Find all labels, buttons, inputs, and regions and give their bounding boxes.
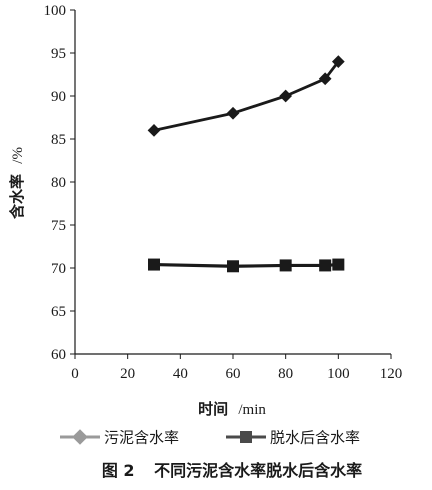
y-tick-label: 75	[51, 218, 66, 234]
y-tick-label: 80	[51, 175, 66, 191]
x-axis-title: 时间 /min	[198, 400, 266, 418]
data-point-square	[332, 258, 345, 271]
y-tick-label: 100	[44, 3, 67, 19]
x-axis-unit: /min	[238, 402, 266, 418]
y-axis-label: 含水率	[8, 174, 26, 219]
x-tick-label: 20	[120, 366, 135, 382]
figure-number: 图 2	[102, 461, 135, 480]
y-axis-unit: /%	[10, 147, 26, 164]
data-point-square	[227, 260, 239, 273]
data-point-diamond	[318, 72, 332, 86]
x-tick-label: 40	[173, 366, 188, 382]
data-point-square	[319, 259, 332, 272]
data-point-square	[279, 259, 292, 272]
series-layer	[147, 55, 345, 273]
chart-legend: 污泥含水率 脱水后含水率	[60, 429, 360, 447]
legend-label-dewatered-moisture: 脱水后含水率	[270, 429, 360, 447]
data-point-diamond	[226, 106, 240, 120]
x-tick-label: 100	[327, 366, 350, 382]
series-dewatered-moisture	[148, 258, 345, 273]
legend-square-icon	[240, 431, 252, 443]
legend-diamond-icon	[72, 429, 88, 445]
series-line	[153, 262, 339, 268]
x-tick-label: 60	[226, 366, 241, 382]
y-tick-label: 65	[51, 304, 66, 320]
y-tick-label: 70	[51, 261, 66, 277]
x-tick-label: 80	[278, 366, 293, 382]
figure-caption: 图 2 不同污泥含水率脱水后含水率	[102, 461, 362, 480]
legend-item-sludge-moisture: 污泥含水率	[60, 429, 179, 447]
legend-item-dewatered-moisture: 脱水后含水率	[226, 429, 360, 447]
y-axis-ticks: 60 65 70 75 80 85 90 95 100	[44, 3, 75, 363]
data-point-diamond	[279, 89, 293, 103]
x-tick-label: 120	[380, 366, 403, 382]
x-axis-label: 时间	[198, 400, 228, 418]
y-axis-title: 含水率 /%	[8, 147, 26, 219]
figure-caption-text: 不同污泥含水率脱水后含水率	[154, 461, 362, 480]
x-axis-ticks: 0 20 40 60 80 100 120	[71, 354, 402, 382]
series-line	[153, 60, 340, 132]
y-tick-label: 85	[51, 132, 66, 148]
series-sludge-moisture	[147, 55, 345, 137]
data-point-square	[148, 258, 160, 271]
y-tick-label: 95	[51, 46, 66, 62]
y-tick-label: 60	[51, 347, 66, 363]
data-point-diamond	[147, 124, 161, 137]
x-tick-label: 0	[71, 366, 79, 382]
legend-label-sludge-moisture: 污泥含水率	[104, 429, 179, 447]
y-tick-label: 90	[51, 89, 66, 105]
